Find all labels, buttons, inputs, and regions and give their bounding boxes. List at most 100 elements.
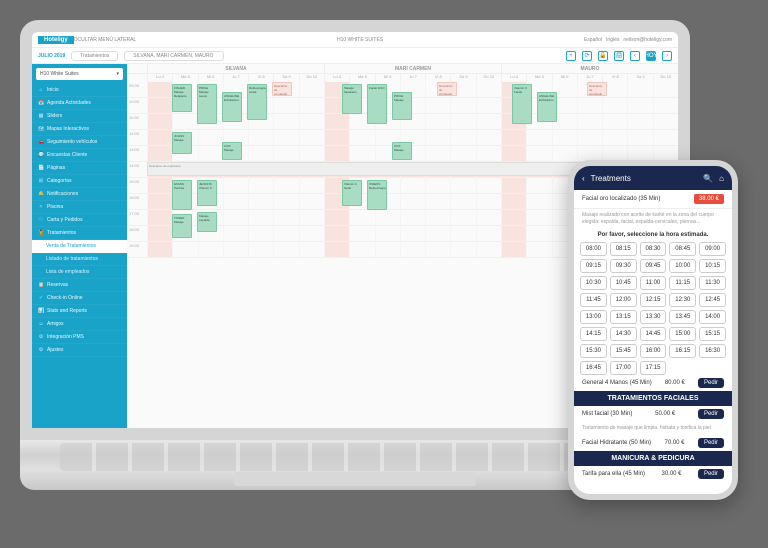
hotel-selector[interactable]: H10 White Suites ▾ [36,68,123,80]
sidebar-item-ajustes[interactable]: ⚙Ajustes [32,344,127,357]
lang-en[interactable]: Inglés [606,37,619,43]
time-slot[interactable]: 13:30 [640,310,667,324]
calendar-event[interactable]: Masaje espalda [197,212,217,232]
back-icon[interactable]: ‹ [582,174,585,183]
sidebar-item-agenda[interactable]: 📅Agenda Actividades [32,97,127,110]
calendar-event[interactable]: OWENS Reflexología [367,180,387,210]
refresh-button[interactable]: ⟳ [582,51,592,61]
calendar-event[interactable]: PRICE Masaje [392,92,412,120]
order-button[interactable]: Pedir [698,469,724,479]
calendar-event[interactable]: Masaje hawaiano [342,84,362,114]
treatment-row[interactable]: General 4 Manos (45 Min) 80.00 € Pedir [574,375,732,391]
sidebar-item-sliders[interactable]: ▦Sliders [32,110,127,123]
time-slot[interactable]: 12:15 [640,293,667,307]
time-slot[interactable]: 16:00 [640,344,667,358]
time-slot[interactable]: 08:00 [580,242,607,256]
time-slot[interactable]: 16:30 [699,344,726,358]
calendar-block[interactable]: Descanso de empleado [272,82,292,96]
sidebar-item-checkin[interactable]: ✓Check-in Online [32,292,127,305]
calendar-event[interactable]: Facial DUO [367,84,387,124]
time-slot[interactable]: 13:45 [669,310,696,324]
time-slot[interactable]: 10:15 [699,259,726,273]
calendar-block[interactable]: Descanso de empleado [437,82,457,96]
sidebar-item-encuestas[interactable]: 💬Encuestas Cliente [32,149,127,162]
time-slot[interactable]: 09:30 [610,259,637,273]
time-slot[interactable]: 13:00 [580,310,607,324]
print-button[interactable]: 🖨 [614,51,624,61]
lock-button[interactable]: 🔒 [598,51,608,61]
time-slot[interactable]: 08:30 [640,242,667,256]
prev-button[interactable]: ‹ [630,51,640,61]
calendar-event[interactable]: COX Masaje [222,142,242,160]
time-slot[interactable]: 15:15 [699,327,726,341]
sidebar-item-categorias[interactable]: ⊞Categorías [32,175,127,188]
calendar-event[interactable]: PRICE Masaje sueco [197,84,217,124]
time-slot[interactable]: 12:00 [610,293,637,307]
treatment-row[interactable]: Tarifa para ella (45 Min) 30.00 € Pedir [574,466,732,482]
lang-es[interactable]: Español [584,37,602,43]
treatment-row[interactable]: Mist facial (30 Min) 50.00 € Pedir [574,406,732,422]
time-slot[interactable]: 10:45 [610,276,637,290]
sidebar-item-reservas[interactable]: 📋Reservas [32,279,127,292]
time-slot[interactable]: 10:00 [669,259,696,273]
month-label[interactable]: JULIO 2019 [38,53,65,59]
calendar-event[interactable]: TONER Masaje [172,214,192,238]
time-slot[interactable]: 17:15 [640,361,667,375]
calendar-event[interactable]: JENKINS Vitamin C [197,180,217,206]
time-slot[interactable]: 17:00 [610,361,637,375]
sidebar-item-paginas[interactable]: 📄Páginas [32,162,127,175]
calendar-event[interactable]: Vitamín C Facial [512,84,532,124]
time-slot[interactable]: 16:45 [580,361,607,375]
order-button[interactable]: Pedir [698,378,724,388]
time-slot[interactable]: 10:30 [580,276,607,290]
sidebar-item-inicio[interactable]: ⌂Inicio [32,84,127,97]
time-slot[interactable]: 14:15 [580,327,607,341]
time-slot[interactable]: 15:45 [610,344,637,358]
calendar-event[interactable]: JOHNS Masaje [172,132,192,154]
time-slot[interactable]: 11:15 [669,276,696,290]
add-button[interactable]: + [566,51,576,61]
search-icon[interactable]: 🔍 [703,174,713,183]
breadcrumb[interactable]: OCULTAR MENÚ LATERAL [74,37,137,43]
user-email[interactable]: neilson@hoteligy.com [623,37,672,43]
time-slot[interactable]: 14:45 [640,327,667,341]
sidebar-item-stats[interactable]: 📊Stats and Reports [32,305,127,318]
home-icon[interactable]: ⌂ [719,174,724,183]
today-button[interactable]: HOY [646,51,656,61]
calendar-event[interactable]: ANGELINE Exfoliación [222,92,242,122]
calendar-event[interactable]: EVANS Piedras [172,180,192,210]
filter-treatments[interactable]: Tratamientos [71,51,118,61]
time-slot[interactable]: 15:00 [669,327,696,341]
time-slot[interactable]: 09:45 [640,259,667,273]
calendar-block[interactable]: Descanso de empleado [587,82,607,96]
sidebar-item-mapas[interactable]: 🗺Mapas Interactivos [32,123,127,136]
time-slot[interactable]: 11:30 [699,276,726,290]
sidebar-item-carta[interactable]: 🛒Carta y Pedidos [32,214,127,227]
time-slot[interactable]: 12:30 [669,293,696,307]
calendar-event[interactable]: Vitamin C facial [342,180,362,206]
order-button[interactable]: Pedir [698,409,724,419]
calendar-event[interactable]: FISHER Masaje Relajante [172,84,192,112]
time-slot[interactable]: 08:15 [610,242,637,256]
sidebar-item-tratamientos[interactable]: 💆Tratamientos [32,227,127,240]
time-slot[interactable]: 11:00 [640,276,667,290]
time-slot[interactable]: 11:45 [580,293,607,307]
treatment-row[interactable]: Facial Hidratante (50 Min) 70.00 € Pedir [574,435,732,451]
treatment-row[interactable]: Facial oro localizado (35 Min) 38.00 € [574,190,732,209]
next-button[interactable]: › [662,51,672,61]
sidebar-item-amigos[interactable]: ☺Amigos [32,318,127,331]
sidebar-sub-listado[interactable]: Listado de tratamientos [32,253,127,266]
time-slot[interactable]: 14:30 [610,327,637,341]
order-button[interactable]: Pedir [698,438,724,448]
sidebar-sub-venta[interactable]: Venta de Tratamientos [32,240,127,253]
time-slot[interactable]: 12:45 [699,293,726,307]
calendar-event[interactable]: Reflexología podal [247,84,267,120]
time-slot[interactable]: 15:30 [580,344,607,358]
calendar-event[interactable]: ANGELINE Exfoliación [537,92,557,122]
sidebar-item-piscina[interactable]: ≈Piscina [32,201,127,214]
time-slot[interactable]: 16:15 [669,344,696,358]
sidebar-item-vehiculos[interactable]: 🚗Seguimiento vehículos [32,136,127,149]
sidebar-item-pms[interactable]: ⚙Integración PMS [32,331,127,344]
filter-staff[interactable]: SILVANA, MARI CARMEN, MAURO [124,51,224,61]
sidebar-sub-empleados[interactable]: Lista de empleados [32,266,127,279]
